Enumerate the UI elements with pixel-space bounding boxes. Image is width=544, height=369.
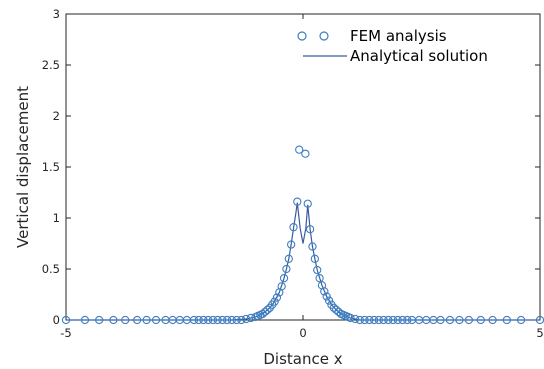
- fem-analysis-point: [277, 282, 286, 291]
- fem-analysis-point: [329, 303, 338, 312]
- fem-analysis-point: [237, 315, 246, 325]
- fem-analysis-point: [355, 315, 365, 325]
- fem-analysis-point: [350, 314, 360, 324]
- y-tick-label: 3: [53, 7, 60, 21]
- legend-marker-fem-1: [297, 31, 307, 41]
- fem-analysis-point: [263, 305, 272, 314]
- fem-analysis-point: [194, 315, 203, 325]
- fem-analysis-point: [279, 274, 289, 283]
- fem-analysis-point: [80, 315, 90, 325]
- fem-analysis-point: [218, 315, 227, 325]
- fem-analysis-point: [516, 315, 526, 325]
- fem-analysis-point: [227, 315, 237, 325]
- fem-analysis-point: [208, 315, 218, 325]
- fem-analysis-point: [241, 314, 251, 324]
- y-axis-label: Vertical displacement: [14, 86, 32, 248]
- fem-analysis-point: [464, 315, 474, 325]
- fem-analysis-point: [295, 145, 304, 154]
- fem-analysis-point: [199, 315, 208, 325]
- fem-analysis-point: [213, 315, 222, 325]
- fem-analysis-point: [286, 240, 296, 249]
- fem-analysis-point: [313, 265, 322, 275]
- fem-analysis-point: [320, 287, 329, 296]
- fem-analysis-point: [61, 315, 71, 325]
- fem-analysis-point: [315, 274, 324, 283]
- fem-analysis-layer: [61, 145, 544, 325]
- fem-analysis-point: [289, 223, 298, 232]
- fem-analysis-point: [360, 315, 369, 325]
- fem-analysis-point: [388, 315, 398, 325]
- legend-label-fem: FEM analysis: [350, 27, 447, 45]
- fem-analysis-point: [270, 297, 279, 306]
- fem-analysis-point: [436, 315, 445, 325]
- legend: FEM analysis Analytical solution: [297, 27, 488, 65]
- fem-analysis-point: [223, 315, 232, 325]
- fem-analysis-point: [284, 254, 293, 263]
- fem-analysis-point: [151, 315, 161, 325]
- y-axis-ticks: 0 0.5 1 1.5 2 2.5 3: [42, 7, 540, 327]
- fem-analysis-point: [293, 197, 302, 206]
- fem-analysis-point: [322, 292, 331, 301]
- x-tick-label: 0: [299, 326, 306, 340]
- fem-analysis-point: [260, 307, 270, 316]
- x-axis-label: Distance x: [263, 350, 342, 368]
- y-tick-label: 0: [53, 313, 60, 327]
- fem-analysis-point: [272, 293, 282, 302]
- fem-analysis-point: [332, 305, 341, 314]
- y-tick-label: 1.5: [42, 160, 60, 174]
- fem-analysis-point: [204, 315, 213, 325]
- y-tick-label: 2.5: [42, 58, 60, 72]
- fem-analysis-point: [502, 315, 511, 325]
- fem-analysis-point: [308, 242, 317, 251]
- legend-marker-fem-2: [319, 31, 329, 41]
- fem-analysis-point: [403, 315, 412, 325]
- x-tick-label: 5: [536, 326, 543, 340]
- fem-analysis-point: [324, 296, 334, 305]
- fem-analysis-point: [398, 315, 407, 325]
- fem-analysis-point: [346, 313, 355, 323]
- fem-analysis-point: [142, 315, 151, 325]
- fem-analysis-point: [121, 315, 130, 325]
- fem-analysis-point: [95, 315, 104, 325]
- y-tick-label: 0.5: [42, 262, 60, 276]
- fem-analysis-point: [282, 264, 291, 274]
- legend-label-analytical: Analytical solution: [350, 47, 488, 65]
- fem-analysis-point: [189, 315, 199, 325]
- fem-analysis-point: [379, 315, 388, 325]
- fem-analysis-point: [232, 315, 241, 325]
- fem-analysis-point: [445, 315, 455, 325]
- y-tick-label: 1: [53, 211, 60, 225]
- fem-analysis-point: [301, 149, 310, 158]
- fem-analysis-point: [476, 315, 485, 325]
- fem-analysis-point: [303, 199, 312, 208]
- fem-analysis-point: [258, 309, 267, 319]
- x-axis-ticks: -5 0 5: [60, 14, 544, 340]
- fem-analysis-point: [365, 315, 374, 325]
- fem-analysis-point: [455, 315, 464, 325]
- fem-analysis-point: [369, 315, 379, 325]
- fem-analysis-point: [305, 225, 315, 234]
- fem-analysis-point: [384, 315, 393, 325]
- fem-analysis-point: [109, 315, 118, 325]
- fem-analysis-point: [488, 315, 497, 325]
- y-tick-label: 2: [53, 109, 60, 123]
- fem-analysis-point: [310, 254, 319, 263]
- fem-analysis-point: [393, 315, 402, 325]
- fem-analysis-point: [374, 315, 383, 325]
- x-tick-label: -5: [60, 326, 71, 340]
- fem-analysis-point: [132, 315, 142, 325]
